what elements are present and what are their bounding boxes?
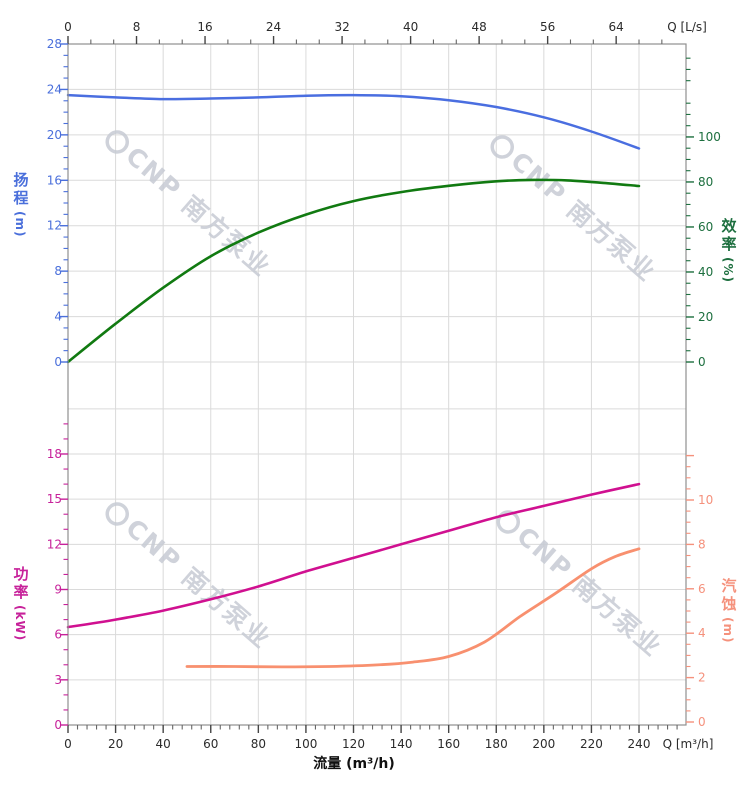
grid-lines	[68, 43, 686, 726]
tick-label: 24	[47, 82, 62, 96]
tick-label: 0	[698, 715, 706, 729]
tick-label: 48	[471, 20, 486, 34]
watermarks: CNP 南方泵业 CNP 南方泵业 CNP 南方泵业 CNP 南方泵业	[105, 130, 668, 663]
power-curve-group	[66, 482, 641, 629]
efficiency-curve-group	[66, 178, 641, 364]
power-axis-title-text: 功率	[11, 566, 30, 602]
tick-label: 56	[540, 20, 555, 34]
tick-label: 60	[203, 737, 218, 751]
tick-label: 0	[64, 20, 72, 34]
tick-label: 12	[47, 537, 62, 551]
head-curve-group	[66, 93, 641, 150]
x-axis-top: 0 8 16 24 32 40 48 56 64 Q [L/s]	[64, 20, 707, 44]
plot-border	[67, 43, 687, 726]
x-bottom-axis-label: Q [m³/h]	[663, 737, 714, 751]
tick-label: 60	[698, 220, 713, 234]
watermark-text: CNP 南方泵业	[120, 513, 277, 654]
tick-label: 120	[342, 737, 365, 751]
cnp-watermark: CNP 南方泵业	[496, 510, 668, 663]
tick-label: 6	[54, 628, 62, 642]
x-top-axis-label: Q [L/s]	[667, 20, 707, 34]
x-axis-bottom: 0 20 40 60 80 100 120 140 160 180 200 220 240 Q [m³/h…	[64, 725, 713, 772]
tick-label: 0	[698, 355, 706, 369]
cnp-watermark: CNP 南方泵业	[490, 135, 662, 288]
tick-label: 40	[403, 20, 418, 34]
tick-label: 32	[334, 20, 349, 34]
y-axis-efficiency: 0 20 40 60 80 100	[686, 57, 721, 369]
watermark-text: CNP 南方泵业	[120, 141, 277, 282]
tick-label: 80	[698, 175, 713, 189]
tick-label: 0	[54, 718, 62, 732]
efficiency-axis-unit: (%)	[721, 257, 735, 283]
tick-label: 15	[47, 492, 62, 506]
tick-label: 3	[54, 673, 62, 687]
head-axis-unit: (m)	[13, 211, 27, 238]
npsh-axis-unit: (m)	[721, 617, 735, 644]
head-curve	[66, 93, 641, 150]
tick-label: 6	[698, 582, 706, 596]
tick-label: 0	[54, 355, 62, 369]
tick-label: 4	[54, 310, 62, 324]
cnp-logo-icon	[105, 130, 129, 154]
tick-label: 64	[609, 20, 624, 34]
plot-frame	[67, 43, 687, 726]
tick-label: 80	[251, 737, 266, 751]
tick-label: 20	[47, 128, 62, 142]
power-axis-title: 功率 (kW)	[7, 566, 33, 641]
tick-label: 220	[580, 737, 603, 751]
tick-label: 20	[698, 310, 713, 324]
tick-label: 0	[64, 737, 72, 751]
npsh-axis-title: 汽蚀 (m)	[715, 578, 741, 643]
tick-label: 20	[108, 737, 123, 751]
tick-label: 100	[698, 130, 721, 144]
y-axis-power: 0 3 6 9 12 15 18	[47, 423, 68, 732]
tick-label: 140	[390, 737, 413, 751]
npsh-curve	[185, 547, 641, 669]
tick-label: 18	[47, 447, 62, 461]
y-axis-head: 0 4 8 12 16 20 24 28	[47, 37, 68, 369]
tick-label: 8	[54, 264, 62, 278]
power-axis-unit: (kW)	[13, 605, 27, 642]
efficiency-axis-title-text: 效率	[719, 218, 738, 254]
tick-label: 240	[628, 737, 651, 751]
cnp-watermark: CNP 南方泵业	[105, 130, 277, 283]
tick-label: 8	[133, 20, 141, 34]
tick-label: 9	[54, 582, 62, 596]
cnp-logo-icon	[490, 135, 514, 159]
tick-label: 10	[698, 493, 713, 507]
efficiency-curve	[66, 178, 641, 364]
tick-label: 200	[532, 737, 555, 751]
tick-label: 24	[266, 20, 281, 34]
tick-label: 40	[156, 737, 171, 751]
cnp-logo-icon	[105, 502, 129, 526]
watermark-text: CNP 南方泵业	[505, 146, 662, 287]
efficiency-axis-title: 效率 (%)	[715, 218, 741, 283]
head-axis-title: 扬程 (m)	[7, 172, 33, 237]
npsh-axis-title-text: 汽蚀	[719, 578, 738, 614]
tick-label: 28	[47, 37, 62, 51]
head-axis-title-text: 扬程	[11, 172, 30, 208]
tick-label: 16	[47, 173, 62, 187]
tick-label: 180	[485, 737, 508, 751]
tick-label: 100	[294, 737, 317, 751]
npsh-curve-group	[185, 547, 641, 669]
tick-label: 2	[698, 671, 706, 685]
x-axis-title: 流量 (m³/h)	[313, 755, 394, 772]
y-axis-npsh: 0 2 4 6 8 10	[686, 454, 713, 729]
tick-label: 16	[197, 20, 212, 34]
watermark-text: CNP 南方泵业	[511, 521, 668, 662]
tick-label: 12	[47, 219, 62, 233]
power-curve	[66, 482, 641, 629]
tick-label: 40	[698, 265, 713, 279]
tick-label: 4	[698, 626, 706, 640]
cnp-watermark: CNP 南方泵业	[105, 502, 277, 655]
tick-label: 8	[698, 537, 706, 551]
tick-label: 160	[437, 737, 460, 751]
